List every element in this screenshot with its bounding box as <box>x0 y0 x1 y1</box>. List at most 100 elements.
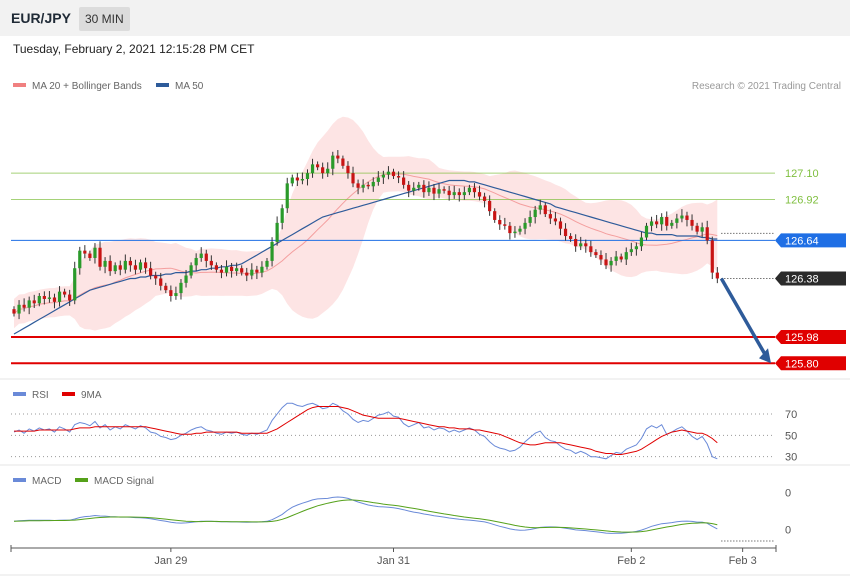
candle-body <box>715 272 719 279</box>
candle <box>639 231 644 251</box>
candle <box>235 262 239 276</box>
candle <box>675 213 679 229</box>
candle <box>270 237 274 267</box>
candle-body <box>644 225 649 238</box>
candle-body <box>88 253 92 258</box>
candle-body <box>123 260 127 270</box>
candle <box>391 168 396 179</box>
candle-body <box>670 222 674 226</box>
candle-body <box>528 217 532 223</box>
candle <box>680 209 684 223</box>
candle-body <box>32 300 36 304</box>
candle-body <box>128 260 132 266</box>
candle-body <box>219 269 224 273</box>
candle <box>498 215 502 230</box>
candle <box>447 186 451 201</box>
candle <box>619 253 623 263</box>
candle-body <box>665 217 669 226</box>
candle <box>93 243 97 264</box>
candle <box>280 204 284 230</box>
candle <box>629 242 633 256</box>
candle <box>579 236 583 251</box>
candle <box>528 210 532 227</box>
candle <box>68 289 72 306</box>
candle <box>594 249 598 258</box>
candle-body <box>174 293 178 297</box>
candle-body <box>538 205 542 210</box>
candle <box>634 242 638 256</box>
level-text: 126.92 <box>785 194 819 206</box>
candle-body <box>579 243 583 247</box>
candle-body <box>341 158 345 166</box>
candle <box>285 177 289 213</box>
candle-body <box>685 215 689 220</box>
candle-body <box>68 294 72 301</box>
candle-body <box>482 196 487 201</box>
candle <box>533 205 537 224</box>
candle-body <box>346 165 350 174</box>
candle-body <box>447 190 451 196</box>
candle-body <box>305 173 310 179</box>
candle <box>361 179 365 193</box>
candle-body <box>331 155 335 169</box>
candle-body <box>255 269 259 273</box>
candle-body <box>381 174 385 178</box>
level-label-126.64: 126.64 <box>775 233 846 248</box>
candle <box>123 254 127 274</box>
candle <box>73 261 77 305</box>
candle-body <box>417 184 421 188</box>
candle-body <box>574 238 578 247</box>
timeframe-button[interactable]: 30 MIN <box>79 7 130 31</box>
candle <box>316 161 320 171</box>
candle-body <box>265 260 269 267</box>
candle-body <box>108 260 112 272</box>
credit-text: Research © 2021 Trading Central <box>691 81 841 92</box>
candle-body <box>98 247 102 267</box>
candle-body <box>675 218 679 223</box>
candle-body <box>270 241 274 261</box>
candle-body <box>655 221 659 225</box>
candle <box>184 269 188 288</box>
candle <box>467 184 471 196</box>
candle <box>503 217 507 230</box>
candle <box>83 245 87 259</box>
forecast-arrowhead <box>759 348 771 364</box>
candle <box>705 220 709 245</box>
candle-body <box>138 262 143 270</box>
rsi-tick-label: 70 <box>785 409 797 421</box>
candle <box>169 285 173 302</box>
macd-tick-label: 0 <box>785 488 791 500</box>
candle-body <box>235 268 239 272</box>
legend-ma50: MA 50 <box>156 81 203 92</box>
candle-body <box>391 171 396 177</box>
ma20-line <box>13 173 718 314</box>
candle <box>189 262 193 279</box>
candle <box>108 255 112 276</box>
candle-body <box>553 218 558 222</box>
candle <box>523 218 527 235</box>
candle <box>649 216 654 232</box>
candle <box>599 250 603 265</box>
candle <box>78 246 82 275</box>
candle-body <box>619 256 623 260</box>
candle <box>427 181 431 196</box>
candle-body <box>649 221 654 226</box>
candle-body <box>295 177 299 181</box>
candle <box>574 234 578 252</box>
candle <box>351 166 355 188</box>
candle-body <box>199 253 203 258</box>
candle-body <box>93 247 97 258</box>
candle-body <box>680 215 684 219</box>
level-text: 126.64 <box>785 235 819 247</box>
candle-body <box>159 278 163 286</box>
candle <box>609 257 613 272</box>
candle-body <box>250 269 254 276</box>
candle-body <box>695 225 699 232</box>
rsi-tick-label: 50 <box>785 430 797 442</box>
rsi-tick-label: 30 <box>785 452 797 464</box>
candle-body <box>513 231 517 234</box>
candle <box>275 216 279 246</box>
candle-body <box>351 173 355 184</box>
candle <box>614 250 618 266</box>
